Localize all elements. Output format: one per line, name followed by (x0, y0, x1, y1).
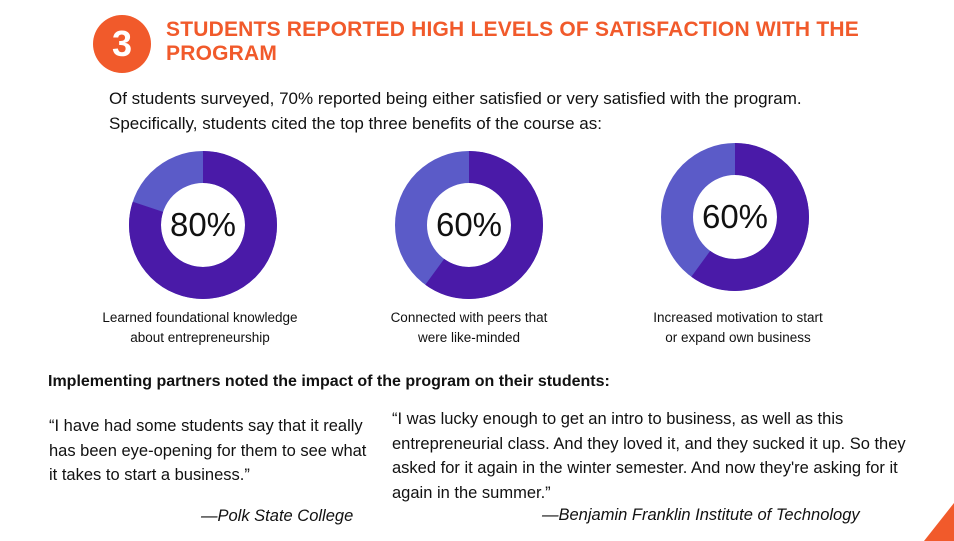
quote-franklin: “I was lucky enough to get an intro to b… (392, 410, 906, 502)
donut-chart-motivation: 60% (661, 143, 809, 291)
caption-line: Increased motivation to start (653, 310, 823, 325)
quote-attribution-polk: —Polk State College (201, 507, 354, 525)
donut-ring (661, 143, 809, 291)
section-title: STUDENTS REPORTED HIGH LEVELS OF SATISFA… (166, 18, 859, 65)
donut-fill (395, 151, 543, 299)
corner-accent (924, 503, 954, 541)
caption-line: were like-minded (417, 330, 521, 345)
caption-line: about entrepreneurship (130, 330, 270, 345)
section-number-badge: 3 (93, 15, 151, 73)
donut-percent-label: 60% (701, 198, 769, 235)
donut-fill (129, 151, 277, 299)
donut-chart-learned: 80% (129, 151, 277, 299)
caption-line: Connected with peers that (390, 310, 548, 325)
donut-caption: Increased motivation to start or expand … (608, 308, 868, 348)
donut-caption: Connected with peers that were like-mind… (339, 308, 599, 348)
donut-percent-label: 80% (169, 206, 237, 243)
quote-polk: “I have had some students say that it re… (49, 417, 367, 484)
intro-paragraph: Of students surveyed, 70% reported being… (109, 89, 802, 133)
partners-heading: Implementing partners noted the impact o… (48, 373, 610, 390)
donut-caption: Learned foundational knowledge about ent… (70, 308, 330, 348)
donut-fill (661, 143, 809, 291)
donut-ring (395, 151, 543, 299)
donut-ring (129, 151, 277, 299)
donut-chart-connected: 60% (395, 151, 543, 299)
quote-attribution-franklin: —Benjamin Franklin Institute of Technolo… (542, 506, 860, 524)
caption-line: or expand own business (665, 330, 811, 345)
caption-line: Learned foundational knowledge (102, 310, 298, 325)
donut-percent-label: 60% (435, 206, 503, 243)
